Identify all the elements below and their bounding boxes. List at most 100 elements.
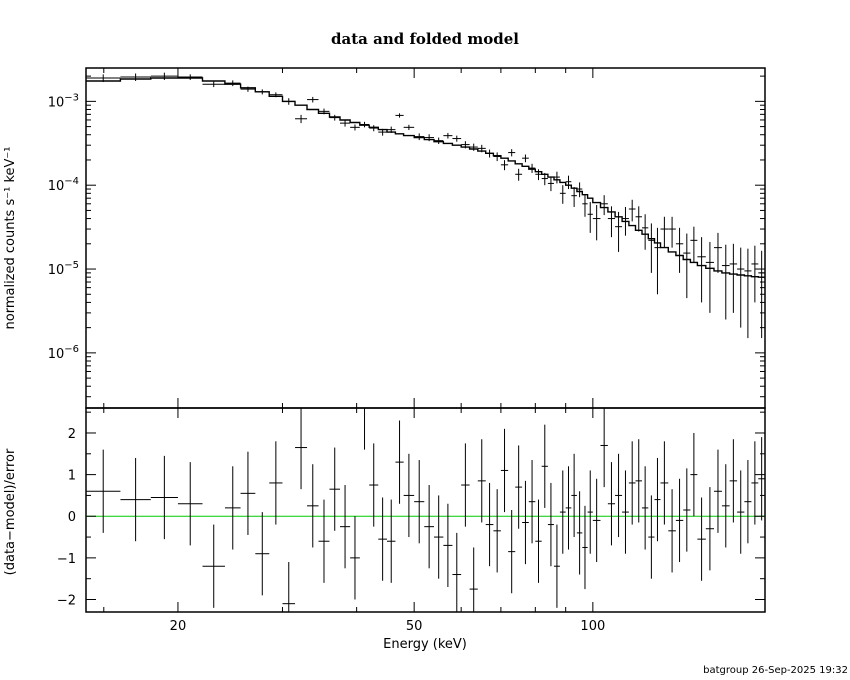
data-point [705,242,715,313]
y-tick-label: 0 [68,510,76,525]
top-panel-ticks [86,68,765,408]
residual-point [120,457,151,542]
residual-points [86,407,765,612]
data-point [477,144,486,153]
x-tick-label: 20 [170,619,187,634]
residual-point [535,499,542,583]
data-point [307,96,319,103]
residual-point [714,449,722,533]
data-point [485,149,494,158]
residual-point [553,524,560,608]
data-point [675,227,684,273]
data-point [541,172,548,186]
data-point [282,98,296,105]
data-point [737,247,745,328]
data-point [120,73,151,81]
data-point [86,74,121,83]
residual-point [307,464,319,548]
data-point [654,227,661,295]
data-point [587,202,593,233]
residual-point [369,443,379,527]
data-point [318,108,330,115]
data-point [424,134,434,142]
residual-point [403,453,415,538]
residual-point [150,455,178,540]
top-panel-frame [85,67,766,409]
data-point [369,125,379,132]
residual-point [675,478,684,563]
data-point [635,206,642,232]
data-point [240,86,256,92]
data-point [607,206,616,238]
residual-point [395,420,404,504]
data-point [668,216,676,248]
residual-point [600,408,608,488]
residual-point [592,478,601,563]
residual-point [697,497,706,581]
residual-point [744,460,752,544]
residual-point [282,562,296,612]
data-point [433,137,444,145]
data-point [683,233,691,299]
residual-point [86,449,121,533]
data-point [571,187,577,207]
x-tick-label: 100 [580,619,605,634]
top-panel: 10−3 10−4 10−5 10−6 normalized counts s⁻¹ k… [3,67,766,409]
data-point [255,89,270,95]
residual-point [452,532,462,612]
top-y-tick-labels: 10−3 10−4 10−5 10−6 [48,92,79,362]
data-point [339,119,351,127]
residual-point [528,460,536,544]
data-point [600,195,608,216]
residual-point [576,491,583,575]
residual-point [177,462,203,546]
residual-point [635,439,642,523]
residual-point [641,466,649,550]
residual-point [541,424,548,508]
data-point [714,232,722,273]
data-point [660,216,669,248]
residual-point [628,441,636,525]
residual-point [477,439,486,523]
data-point [559,185,566,204]
data-point [508,149,516,157]
data-point [697,237,706,303]
residual-point [607,462,616,546]
x-tick-labels: 20 50 100 [170,619,606,634]
data-point [461,141,470,149]
y-tick-label: −2 [57,594,76,609]
data-point [615,211,623,252]
data-point [522,154,529,163]
residual-point [433,495,444,579]
residual-point [240,451,256,535]
bottom-y-tick-labels: −2 −1 0 1 2 [57,427,76,609]
data-point [648,223,655,273]
residual-point [615,453,623,538]
data-point [592,205,601,241]
bottom-y-axis-label: (data−model)/error [3,448,18,575]
data-point [565,175,572,190]
residual-point [515,445,523,529]
y-tick-label: 10−5 [48,260,79,278]
data-point [622,206,629,236]
data-point [329,114,340,121]
residual-point [751,441,759,525]
residual-point [758,437,765,521]
y-tick-label: 10−4 [48,176,79,194]
top-y-axis-label: normalized counts s⁻¹ keV⁻¹ [3,147,18,330]
residual-point [500,428,509,513]
residual-point [414,460,425,544]
data-point [547,177,554,192]
residual-point [485,482,494,567]
residual-point [224,466,241,550]
data-point [535,169,542,181]
data-point [295,114,308,124]
data-point [515,168,523,181]
residual-point [443,503,453,588]
data-point [500,160,509,171]
y-tick-label: 10−3 [48,92,79,110]
residual-point [690,432,698,517]
data-point [721,244,730,320]
residual-point [705,487,715,571]
